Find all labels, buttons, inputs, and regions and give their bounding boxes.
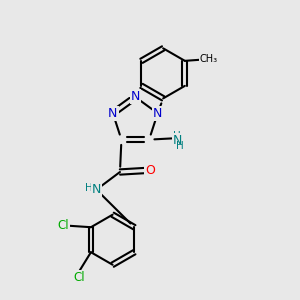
Text: H: H	[173, 131, 181, 141]
Text: H: H	[85, 183, 93, 193]
Text: N: N	[108, 107, 118, 120]
Text: CH₃: CH₃	[200, 54, 218, 64]
Text: H: H	[176, 140, 183, 151]
Text: O: O	[146, 164, 155, 177]
Text: Cl: Cl	[73, 272, 85, 284]
Text: Cl: Cl	[58, 219, 69, 232]
Text: N: N	[173, 134, 182, 147]
Text: N: N	[92, 183, 101, 196]
Text: N: N	[130, 91, 140, 103]
Text: N: N	[153, 107, 162, 120]
